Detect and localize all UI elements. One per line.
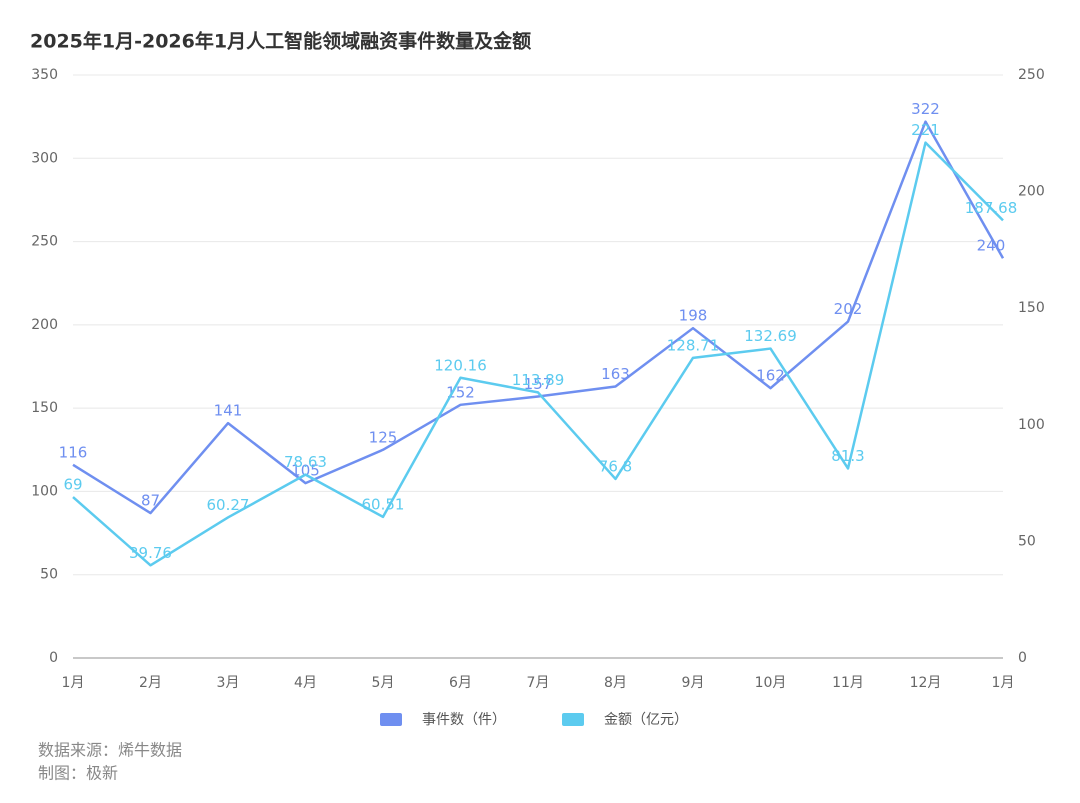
data-label: 120.16 — [434, 356, 487, 374]
x-tick-label: 9月 — [682, 675, 705, 691]
data-label: 69 — [63, 476, 82, 494]
credit-note: 制图：极新 — [38, 764, 118, 783]
data-label: 152 — [446, 383, 475, 401]
legend-label: 金额（亿元） — [604, 712, 688, 728]
data-label: 240 — [977, 237, 1006, 255]
data-label: 87 — [141, 492, 160, 510]
y-tick-label: 0 — [49, 650, 58, 666]
y-tick-label: 50 — [40, 567, 58, 583]
data-label: 105 — [291, 462, 320, 480]
data-label: 132.69 — [744, 327, 797, 345]
x-tick-label: 4月 — [294, 675, 317, 691]
x-tick-label: 11月 — [832, 675, 864, 691]
data-label: 322 — [911, 100, 940, 118]
x-tick-label: 10月 — [755, 675, 787, 691]
x-tick-label: 8月 — [604, 675, 627, 691]
x-tick-label: 1月 — [62, 675, 85, 691]
x-tick-label: 7月 — [527, 675, 550, 691]
y2-tick-label: 200 — [1018, 184, 1045, 200]
y-tick-label: 100 — [31, 483, 58, 499]
data-label: 39.76 — [129, 544, 172, 562]
y-tick-label: 300 — [31, 150, 58, 166]
data-label: 221 — [911, 121, 940, 139]
legend-swatch — [562, 713, 584, 726]
data-label: 162 — [756, 367, 785, 385]
x-tick-label: 1月 — [992, 675, 1015, 691]
data-label: 81.3 — [831, 447, 864, 465]
data-label: 113.89 — [512, 371, 565, 389]
data-label: 78.63 — [284, 453, 327, 471]
data-label: 157 — [524, 375, 553, 393]
series-line — [72, 120, 1005, 515]
series-line — [72, 141, 1004, 567]
legend-swatch — [380, 713, 402, 726]
y-tick-label: 150 — [31, 400, 58, 416]
x-tick-label: 6月 — [449, 675, 472, 691]
y2-tick-label: 50 — [1018, 533, 1036, 549]
y-tick-label: 350 — [31, 67, 58, 83]
x-tick-label: 3月 — [217, 675, 240, 691]
data-label: 76.8 — [599, 457, 632, 475]
y-tick-label: 250 — [31, 234, 58, 250]
legend-label: 事件数（件） — [422, 712, 506, 728]
y-tick-label: 200 — [31, 317, 58, 333]
y2-tick-label: 0 — [1018, 650, 1027, 666]
data-label: 125 — [369, 428, 398, 446]
data-label: 60.27 — [207, 496, 250, 514]
x-tick-label: 2月 — [139, 675, 162, 691]
data-label: 198 — [679, 307, 708, 325]
x-tick-label: 12月 — [910, 675, 942, 691]
y2-tick-label: 150 — [1018, 300, 1045, 316]
data-label: 187.68 — [965, 199, 1018, 217]
data-label: 163 — [601, 365, 630, 383]
data-label: 202 — [834, 300, 863, 318]
y2-tick-label: 250 — [1018, 67, 1045, 83]
data-label: 128.71 — [667, 336, 720, 354]
source-note: 数据来源：烯牛数据 — [38, 741, 182, 760]
x-tick-label: 5月 — [372, 675, 395, 691]
data-label: 141 — [214, 402, 243, 420]
y2-tick-label: 100 — [1018, 417, 1045, 433]
chart-title: 2025年1月-2026年1月人工智能领域融资事件数量及金额 — [30, 30, 531, 53]
data-label: 116 — [59, 443, 88, 461]
data-label: 60.51 — [362, 495, 405, 513]
